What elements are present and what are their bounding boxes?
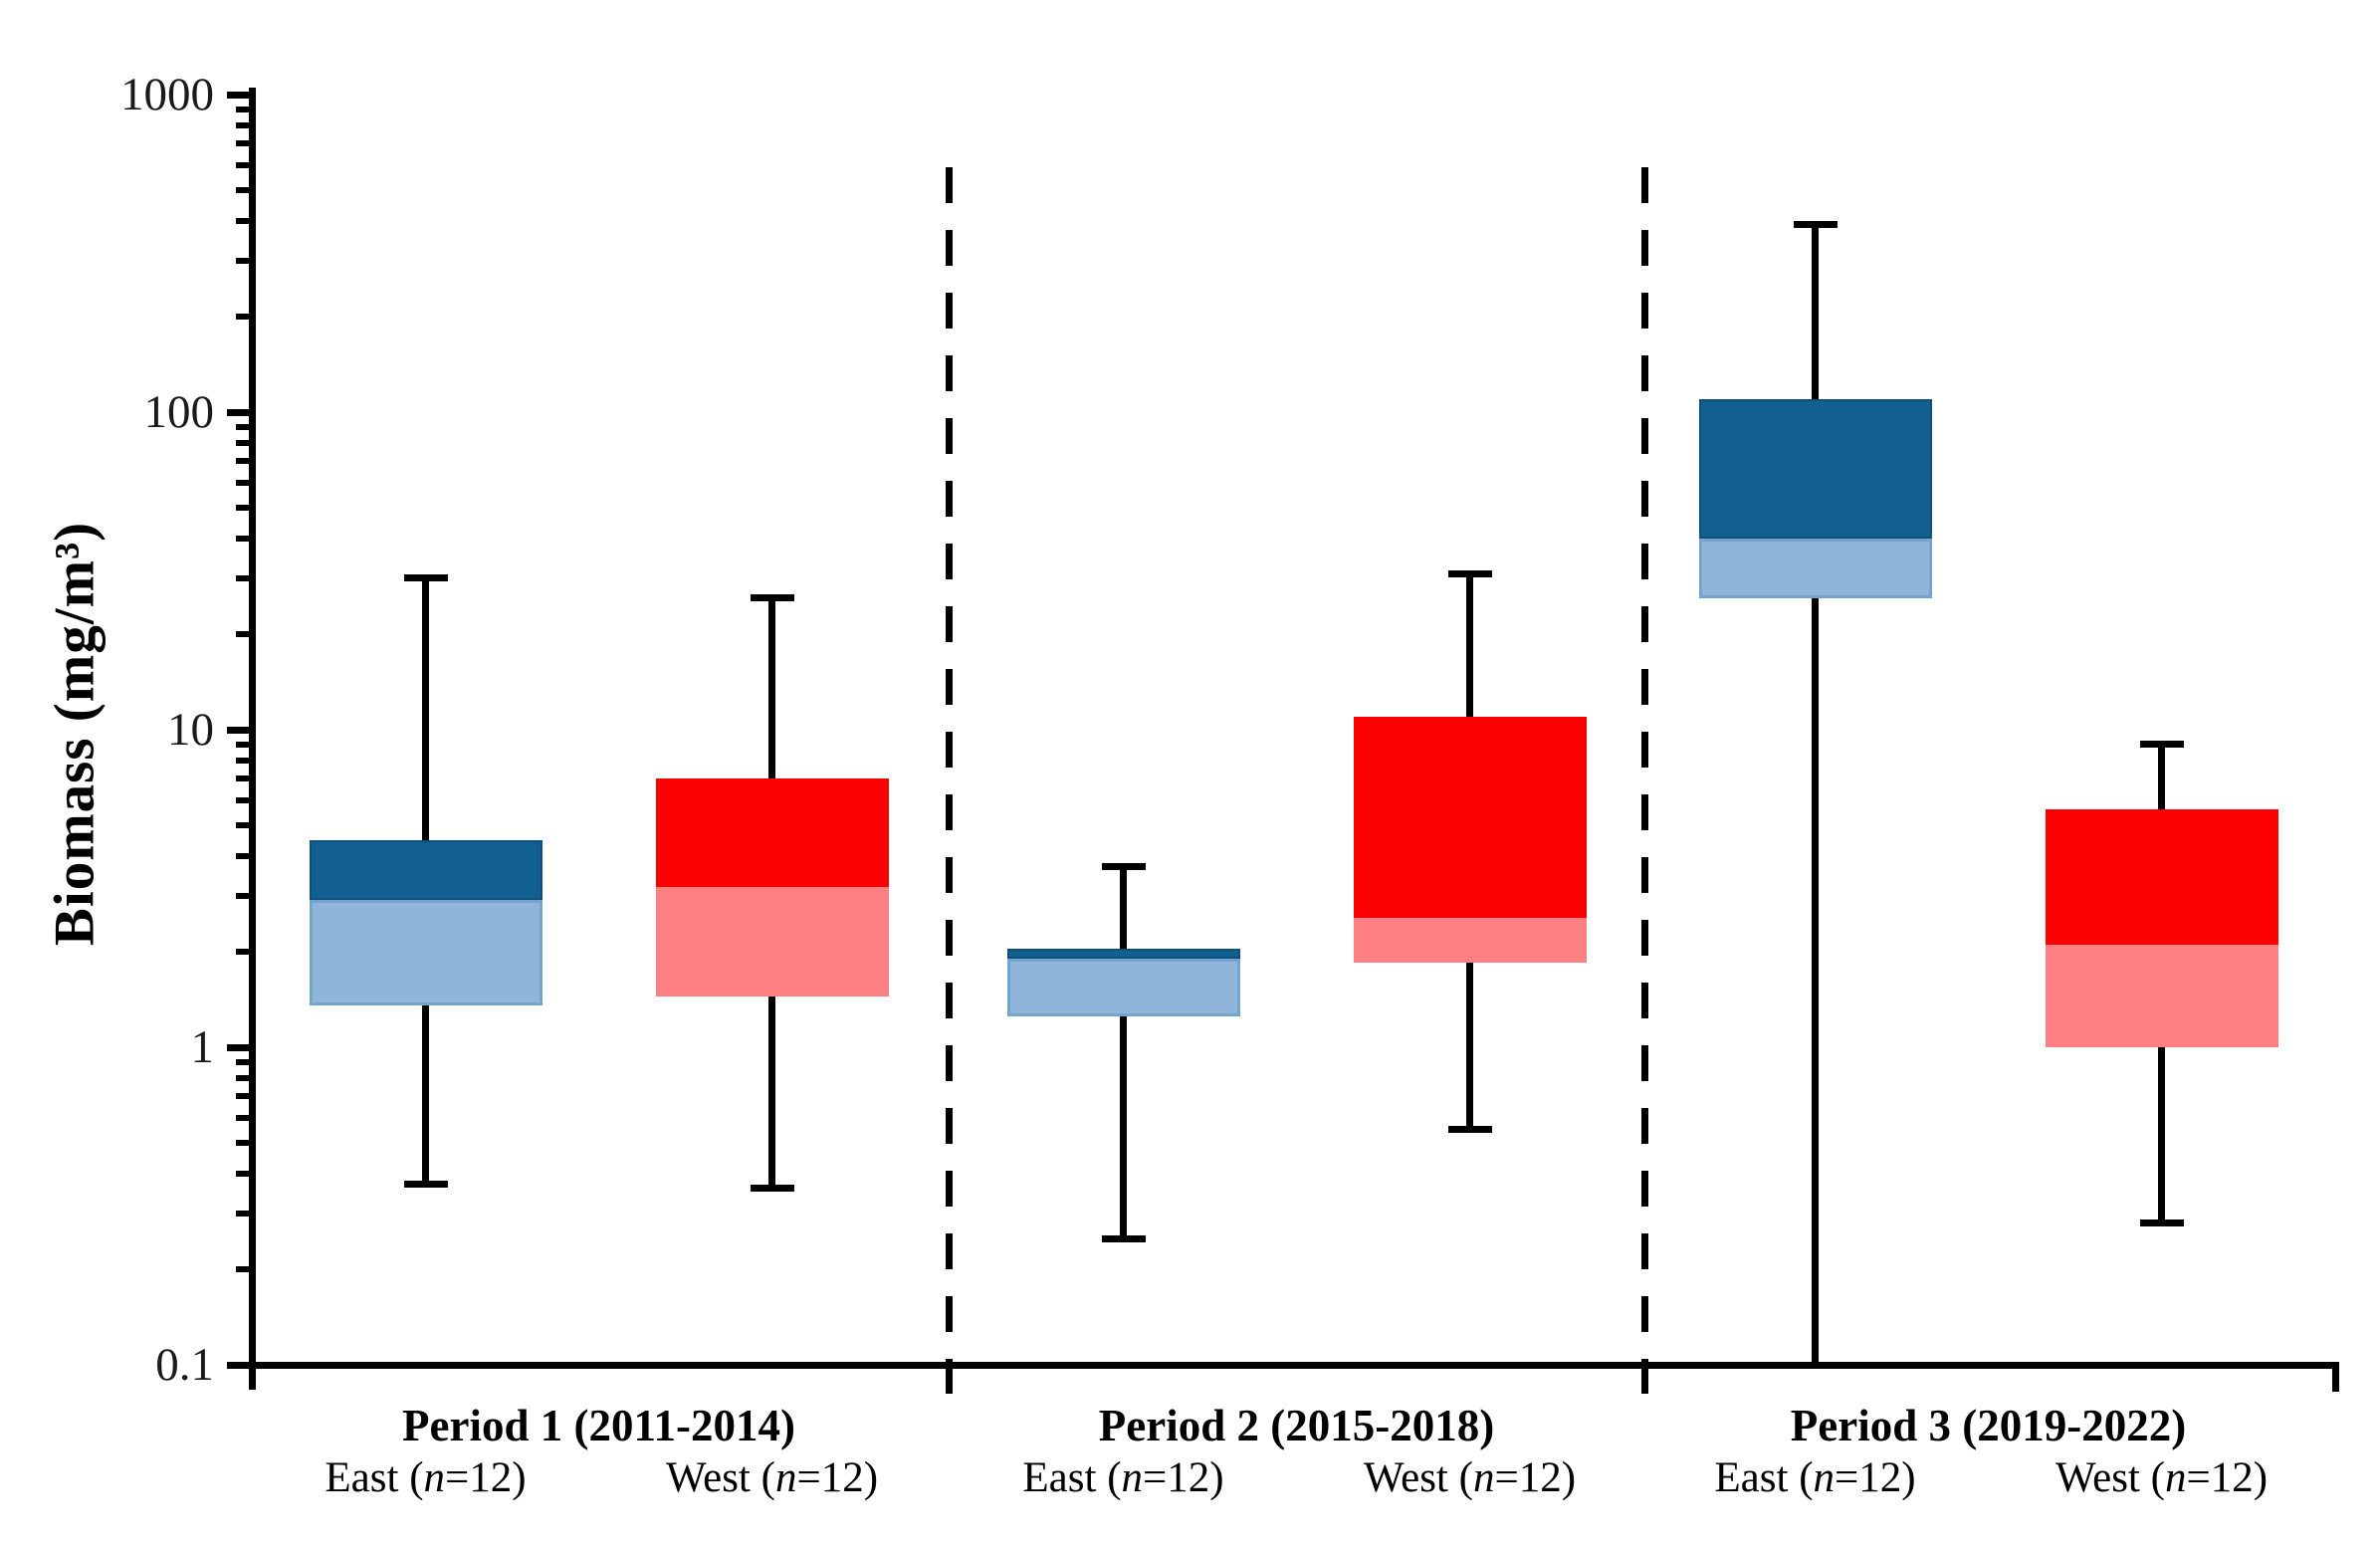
y-minor-tick <box>236 741 249 748</box>
y-minor-tick <box>236 313 249 320</box>
y-minor-tick <box>236 458 249 465</box>
region-label-west-period-3: West (n=12) <box>2055 1454 2269 1501</box>
box-upper-west-period-1 <box>655 778 889 887</box>
y-major-tick <box>227 91 249 99</box>
region-label-west-period-2: West (n=12) <box>1363 1454 1577 1501</box>
y-minor-tick <box>236 822 249 829</box>
y-minor-tick <box>236 1170 249 1177</box>
y-tick-label: 10 <box>167 704 214 756</box>
y-minor-tick <box>236 161 249 168</box>
whisker-cap-max-east-period-3 <box>1793 220 1838 228</box>
box-upper-east-period-2 <box>1006 948 1240 960</box>
whisker-lower-west-period-2 <box>1466 962 1473 1130</box>
y-minor-tick <box>236 892 249 899</box>
y-minor-tick <box>236 852 249 859</box>
period-separator <box>946 167 953 1394</box>
y-tick-label: 1 <box>190 1021 215 1073</box>
y-major-tick <box>227 726 249 734</box>
period-label-1: Period 1 (2011-2014) <box>402 1401 795 1450</box>
y-minor-tick <box>236 1210 249 1217</box>
y-minor-tick <box>236 140 249 147</box>
y-minor-tick <box>236 106 249 112</box>
x-axis-line <box>249 1362 2339 1369</box>
y-minor-tick <box>236 574 249 581</box>
italic-n: n <box>1472 1454 1495 1501</box>
whisker-cap-min-west-period-1 <box>750 1185 794 1193</box>
y-minor-tick <box>236 948 249 955</box>
whisker-upper-west-period-1 <box>768 597 775 779</box>
region-label-east-period-2: East (n=12) <box>1022 1454 1224 1501</box>
y-major-tick <box>227 1043 249 1051</box>
y-minor-tick <box>236 757 249 764</box>
whisker-upper-east-period-3 <box>1812 224 1819 399</box>
italic-n: n <box>423 1454 446 1501</box>
whisker-cap-max-west-period-2 <box>1447 569 1492 577</box>
y-major-tick <box>227 408 249 416</box>
whisker-upper-east-period-2 <box>1120 866 1127 949</box>
italic-n: n <box>774 1454 797 1501</box>
whisker-cap-max-west-period-3 <box>2139 741 2184 749</box>
y-minor-tick <box>236 257 249 264</box>
italic-n: n <box>2164 1454 2187 1501</box>
y-minor-tick <box>236 1114 249 1121</box>
period-separator <box>1641 167 1648 1394</box>
y-minor-tick <box>236 505 249 512</box>
box-lower-west-period-2 <box>1353 918 1587 963</box>
y-minor-tick <box>236 121 249 128</box>
y-minor-tick <box>236 775 249 782</box>
y-tick-label: 0.1 <box>155 1339 214 1391</box>
whisker-cap-min-west-period-2 <box>1447 1126 1492 1134</box>
whisker-lower-west-period-3 <box>2158 1047 2165 1223</box>
y-minor-tick <box>236 1093 249 1100</box>
y-tick-label: 100 <box>143 386 215 438</box>
whisker-lower-west-period-1 <box>768 996 775 1189</box>
y-minor-tick <box>236 1265 249 1272</box>
box-upper-east-period-3 <box>1698 398 1932 539</box>
region-label-east-period-3: East (n=12) <box>1714 1454 1916 1501</box>
whisker-cap-min-east-period-2 <box>1101 1234 1146 1242</box>
whisker-upper-west-period-2 <box>1466 573 1473 717</box>
region-label-east-period-1: East (n=12) <box>325 1454 527 1501</box>
whisker-cap-min-east-period-1 <box>403 1181 448 1189</box>
y-minor-tick <box>236 439 249 446</box>
box-upper-east-period-1 <box>309 839 542 901</box>
x-axis-end-tick <box>2332 1362 2339 1392</box>
y-minor-tick <box>236 423 249 430</box>
box-upper-west-period-2 <box>1353 716 1587 919</box>
y-minor-tick <box>236 1140 249 1147</box>
whisker-lower-east-period-1 <box>422 1005 429 1185</box>
period-label-3: Period 3 (2019-2022) <box>1790 1401 2187 1450</box>
y-minor-tick <box>236 630 249 637</box>
whisker-lower-east-period-2 <box>1120 1016 1127 1239</box>
box-lower-east-period-2 <box>1006 959 1240 1017</box>
y-tick-label: 1000 <box>120 69 214 120</box>
y-minor-tick <box>236 1058 249 1065</box>
whisker-upper-west-period-3 <box>2158 744 2165 810</box>
y-minor-tick <box>236 479 249 486</box>
whisker-cap-min-west-period-3 <box>2139 1218 2184 1226</box>
whisker-cap-max-east-period-1 <box>403 574 448 582</box>
y-axis-line <box>249 88 256 1390</box>
y-minor-tick <box>236 187 249 194</box>
italic-n: n <box>1813 1454 1836 1501</box>
whisker-upper-east-period-1 <box>422 577 429 840</box>
y-minor-tick <box>236 217 249 224</box>
y-major-tick <box>227 1361 249 1369</box>
box-upper-west-period-3 <box>2045 809 2278 946</box>
y-minor-tick <box>236 1074 249 1081</box>
italic-n: n <box>1121 1454 1144 1501</box>
y-minor-tick <box>236 796 249 803</box>
whisker-lower-east-period-3 <box>1812 597 1819 1365</box>
box-lower-east-period-3 <box>1698 538 1932 598</box>
box-lower-east-period-1 <box>309 900 542 1006</box>
whisker-cap-max-east-period-2 <box>1101 863 1146 871</box>
y-minor-tick <box>236 535 249 542</box>
box-lower-west-period-1 <box>655 886 889 996</box>
whisker-cap-max-west-period-1 <box>750 594 794 602</box>
period-label-2: Period 2 (2015-2018) <box>1098 1401 1495 1450</box>
box-lower-west-period-3 <box>2045 945 2278 1047</box>
region-label-west-period-1: West (n=12) <box>665 1454 879 1501</box>
